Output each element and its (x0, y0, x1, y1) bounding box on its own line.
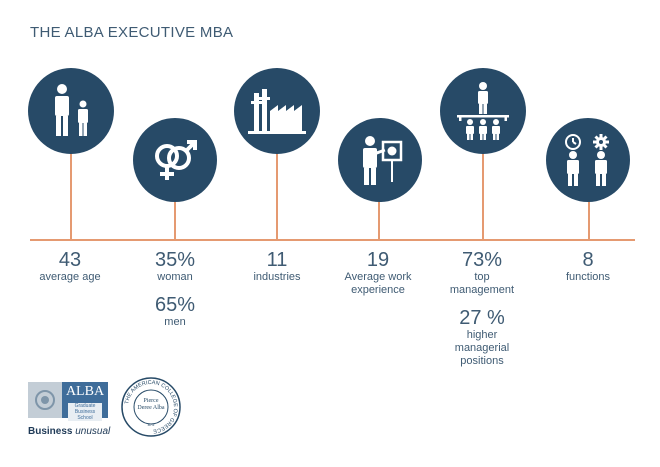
stat-label: industries (222, 271, 332, 284)
stat-value: 19 (328, 249, 428, 271)
people-adult-child-icon (28, 68, 114, 154)
page-title: THE ALBA EXECUTIVE MBA (30, 24, 233, 41)
timeline-stem (70, 152, 72, 240)
timeline-stem (276, 152, 278, 240)
stat-management: 73% top management 27 % higher manageria… (432, 249, 532, 368)
stat-work-experience: 19 Average work experience (328, 249, 428, 297)
tagline-bold: Business (28, 426, 72, 437)
team-functions-icon (546, 118, 630, 202)
stat-value: 8 (533, 249, 643, 271)
seal-center-text: Pierce Deree Alba (137, 398, 165, 412)
stat-label-secondary: higher managerial positions (432, 329, 532, 368)
timeline-line (30, 239, 635, 241)
tagline-italic: unusual (75, 426, 110, 437)
alba-emblem-icon (28, 382, 62, 418)
stat-functions: 8 functions (533, 249, 643, 284)
alba-name: ALBA (62, 382, 108, 402)
stat-value-secondary: 65% (120, 294, 230, 316)
alba-logo: ALBA Graduate Business School Business u… (28, 382, 110, 437)
stat-value: 43 (15, 249, 125, 271)
factory-icon (234, 68, 320, 154)
seal-year: 875 (142, 422, 160, 427)
stat-gender: 35% woman 65% men (120, 249, 230, 329)
stat-label: top management (432, 271, 532, 297)
presenter-icon (338, 118, 422, 202)
stat-label: average age (15, 271, 125, 284)
stat-industries: 11 industries (222, 249, 332, 284)
stat-label: functions (533, 271, 643, 284)
stat-label: Average work experience (328, 271, 428, 297)
college-seal: THE AMERICAN COLLEGE OF GREECE Pierce De… (120, 376, 182, 438)
stat-label: woman (120, 271, 230, 284)
timeline-stem (482, 152, 484, 240)
tagline: Business unusual (28, 426, 110, 437)
stat-value: 11 (222, 249, 332, 271)
stat-value: 35% (120, 249, 230, 271)
stat-label-secondary: men (120, 316, 230, 329)
stat-average-age: 43 average age (15, 249, 125, 284)
org-chart-icon (440, 68, 526, 154)
stat-value: 73% (432, 249, 532, 271)
gender-symbols-icon (133, 118, 217, 202)
stat-value-secondary: 27 % (432, 307, 532, 329)
alba-subtitle: Graduate Business School (68, 403, 102, 421)
